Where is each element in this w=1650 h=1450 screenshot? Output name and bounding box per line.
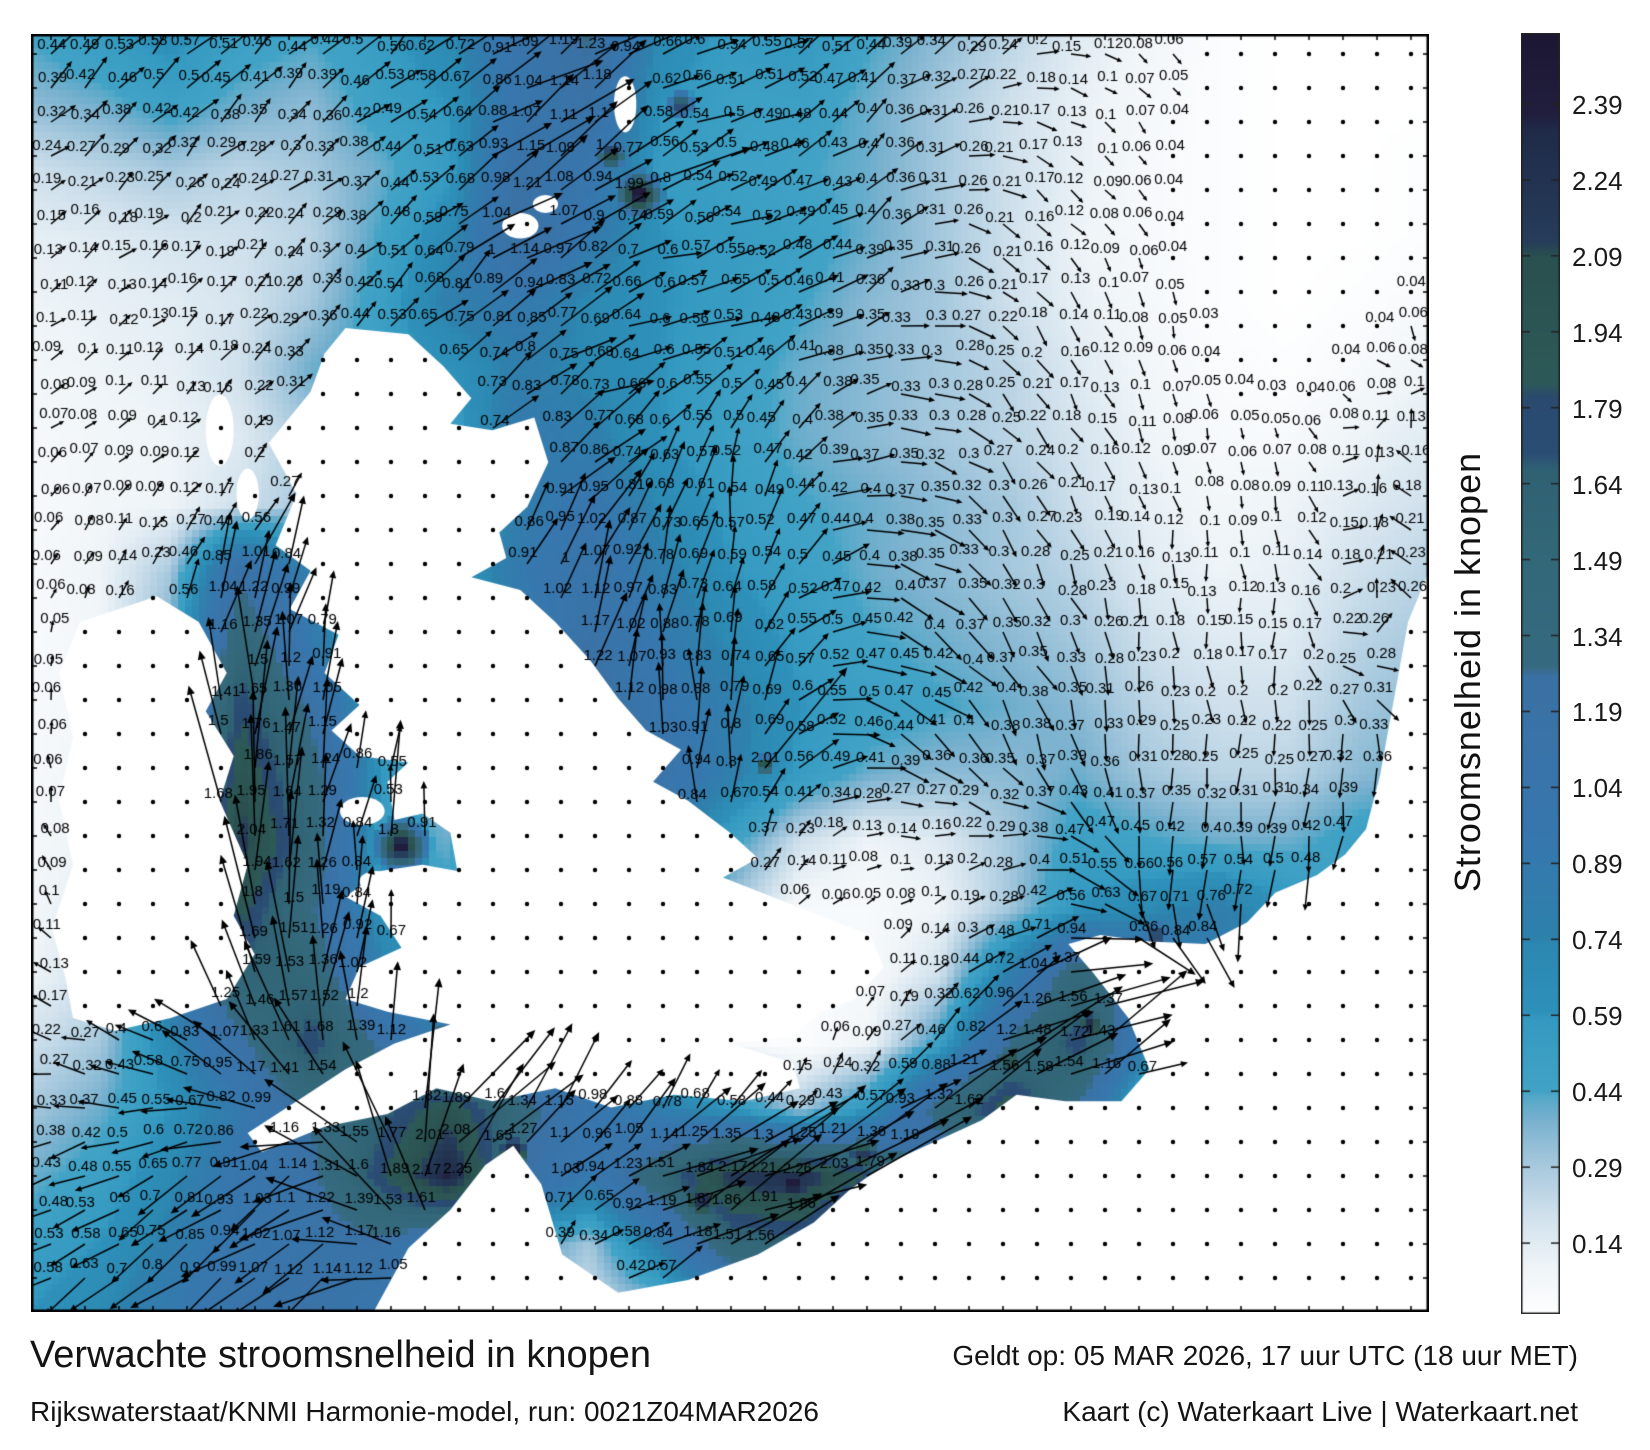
colorbar — [1521, 33, 1560, 1314]
colorbar-tick-label: 2.24 — [1572, 165, 1623, 196]
colorbar-tick-label: 1.94 — [1572, 317, 1623, 348]
colorbar-tick-label: 2.09 — [1572, 241, 1623, 272]
colorbar-tick-label: 0.44 — [1572, 1077, 1623, 1108]
colorbar-tick-label: 1.04 — [1572, 773, 1623, 804]
model-run-label: Rijkswaterstaat/KNMI Harmonie-model, run… — [30, 1396, 819, 1427]
colorbar-tick-label: 0.14 — [1572, 1229, 1623, 1260]
colorbar-tick-label: 1.34 — [1572, 621, 1623, 652]
copyright-label: Kaart (c) Waterkaart Live | Waterkaart.n… — [1062, 1396, 1578, 1427]
colorbar-tick-label: 1.64 — [1572, 469, 1623, 500]
colorbar-title: Stroomsnelheid in knopen — [1447, 451, 1488, 893]
map-title: Verwachte stroomsnelheid in knopen — [30, 1334, 652, 1376]
current-speed-map — [31, 34, 1429, 1312]
colorbar-tick-label: 1.49 — [1572, 545, 1623, 576]
colorbar-tick-label: 0.29 — [1572, 1153, 1623, 1184]
colorbar-tick-label: 0.89 — [1572, 849, 1623, 880]
colorbar-tick-label: 1.79 — [1572, 393, 1623, 424]
colorbar-tick-label: 2.39 — [1572, 89, 1623, 120]
colorbar-tick-label: 0.59 — [1572, 1001, 1623, 1032]
colorbar-tick-label: 1.19 — [1572, 697, 1623, 728]
valid-time-label: Geldt op: 05 MAR 2026, 17 uur UTC (18 uu… — [952, 1340, 1578, 1371]
colorbar-tick-label: 0.74 — [1572, 925, 1623, 956]
